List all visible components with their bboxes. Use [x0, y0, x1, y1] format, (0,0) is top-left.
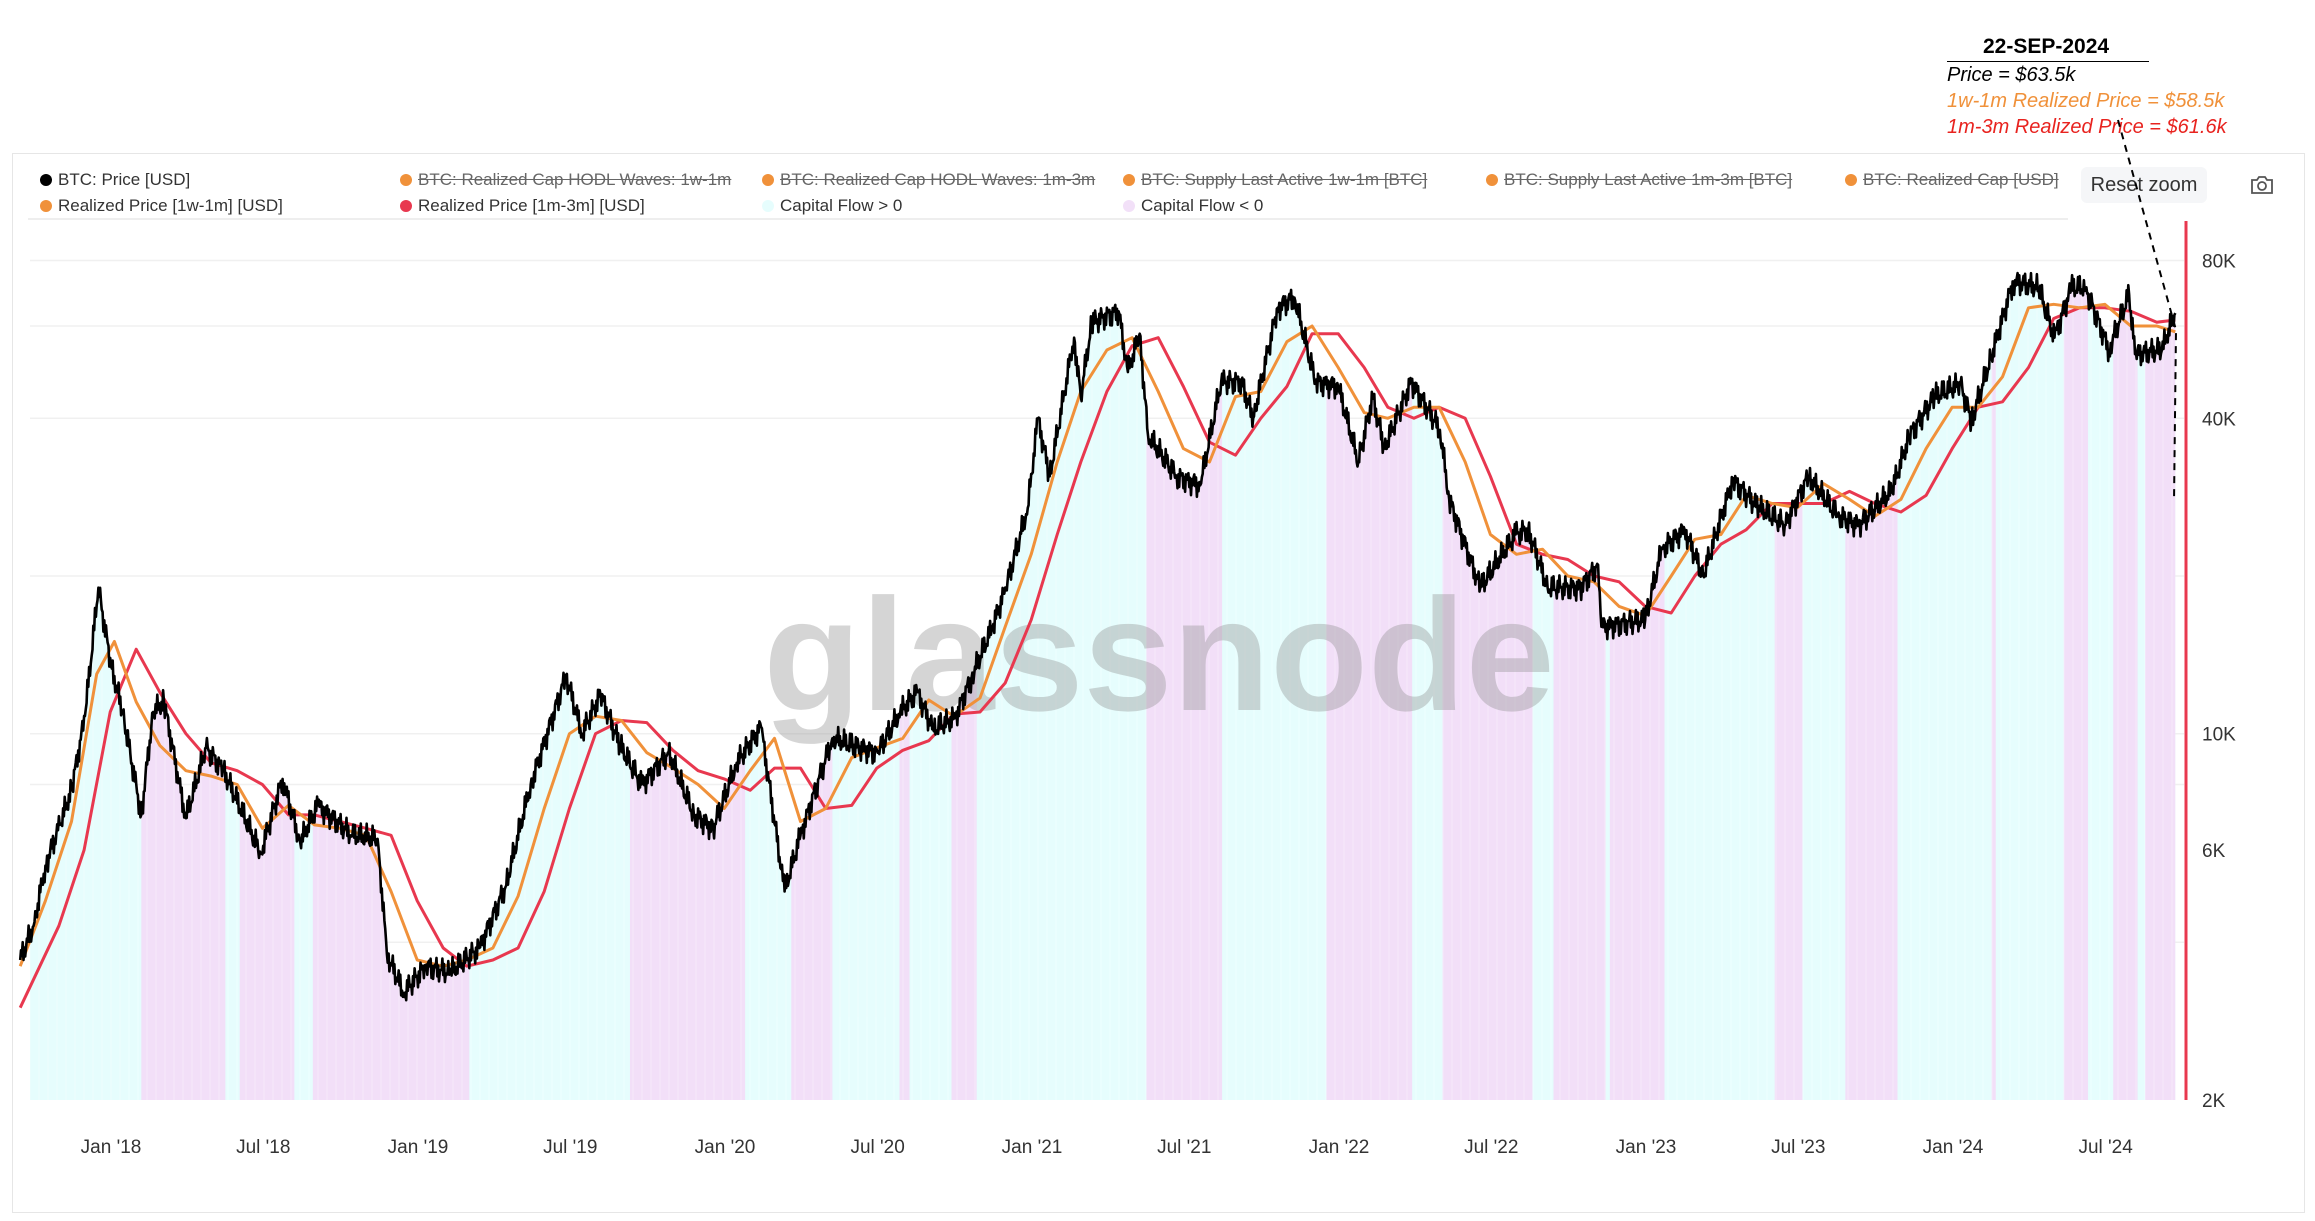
- annotation-date: 22-SEP-2024: [1947, 34, 2149, 62]
- legend-marker-icon: [40, 174, 52, 186]
- legend-label: BTC: Realized Cap HODL Waves: 1m-3m: [780, 170, 1096, 189]
- legend-item[interactable]: BTC: Price [USD]: [40, 170, 190, 190]
- legend-item[interactable]: BTC: Supply Last Active 1w-1m [BTC]: [1123, 170, 1427, 190]
- legend-divider: [28, 218, 2068, 220]
- legend-item[interactable]: BTC: Supply Last Active 1m-3m [BTC]: [1486, 170, 1792, 190]
- legend-label: BTC: Supply Last Active 1m-3m [BTC]: [1504, 170, 1793, 189]
- legend-label: BTC: Realized Cap HODL Waves: 1w-1m: [418, 170, 732, 189]
- legend-marker-icon: [1486, 174, 1498, 186]
- legend-item[interactable]: Capital Flow > 0: [762, 196, 902, 216]
- legend-marker-icon: [762, 174, 774, 186]
- camera-icon[interactable]: [2250, 175, 2274, 195]
- annotation-price: Price = $63.5k: [1947, 64, 2076, 86]
- legend-label: BTC: Supply Last Active 1w-1m [BTC]: [1141, 170, 1428, 189]
- date-annotation: 22-SEP-2024 Price = $63.5k 1w-1m Realize…: [1947, 34, 2227, 140]
- legend-item[interactable]: BTC: Realized Cap [USD]: [1845, 170, 2059, 190]
- legend-marker-icon: [1123, 174, 1135, 186]
- legend-label: Capital Flow < 0: [1141, 196, 1264, 215]
- annotation-rp-1w1m: 1w-1m Realized Price = $58.5k: [1947, 90, 2225, 112]
- legend-label: Realized Price [1m-3m] [USD]: [418, 196, 645, 215]
- legend-label: BTC: Realized Cap [USD]: [1863, 170, 2059, 189]
- legend-marker-icon: [1123, 200, 1135, 212]
- legend-marker-icon: [1845, 174, 1857, 186]
- legend-label: BTC: Price [USD]: [58, 170, 191, 189]
- chart-panel: [12, 153, 2305, 1213]
- legend-label: Realized Price [1w-1m] [USD]: [58, 196, 283, 215]
- legend-marker-icon: [400, 174, 412, 186]
- legend-item[interactable]: Realized Price [1w-1m] [USD]: [40, 196, 283, 216]
- legend-label: Capital Flow > 0: [780, 196, 903, 215]
- legend-marker-icon: [400, 200, 412, 212]
- annotation-rp-1m3m: 1m-3m Realized Price = $61.6k: [1947, 116, 2227, 138]
- legend-item[interactable]: Capital Flow < 0: [1123, 196, 1263, 216]
- legend-item[interactable]: BTC: Realized Cap HODL Waves: 1w-1m: [400, 170, 731, 190]
- legend-marker-icon: [40, 200, 52, 212]
- reset-zoom-button[interactable]: Reset zoom: [2081, 167, 2207, 203]
- legend-item[interactable]: Realized Price [1m-3m] [USD]: [400, 196, 645, 216]
- legend-item[interactable]: BTC: Realized Cap HODL Waves: 1m-3m: [762, 170, 1095, 190]
- legend-marker-icon: [762, 200, 774, 212]
